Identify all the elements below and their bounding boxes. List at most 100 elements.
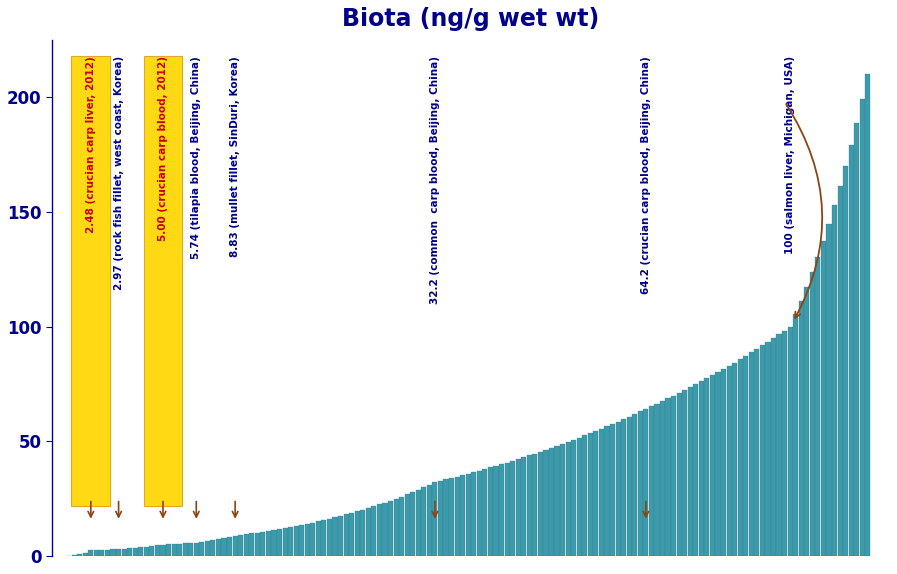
Bar [188, 543, 193, 556]
Bar [516, 459, 521, 556]
Bar [321, 520, 327, 556]
Bar [615, 421, 621, 556]
Bar [361, 510, 365, 556]
Bar [859, 99, 865, 556]
Bar [643, 409, 649, 556]
Bar [133, 548, 138, 556]
Bar [216, 539, 221, 556]
Bar [577, 437, 582, 556]
Bar [599, 429, 604, 556]
Bar [777, 334, 781, 556]
Bar [721, 369, 726, 556]
Bar [77, 554, 83, 556]
Bar [532, 453, 537, 556]
Bar [371, 506, 377, 556]
Bar [627, 417, 631, 556]
Bar [100, 550, 104, 556]
Bar [183, 544, 187, 556]
Bar [666, 398, 671, 556]
Bar [821, 241, 826, 556]
Bar [744, 356, 748, 556]
Bar [649, 406, 654, 556]
Bar [638, 412, 643, 556]
Bar [427, 485, 432, 556]
Bar [621, 419, 626, 556]
Bar [854, 123, 859, 556]
Bar [716, 372, 720, 556]
Bar [394, 499, 398, 556]
Bar [788, 327, 793, 556]
Bar [549, 448, 554, 556]
Bar [410, 492, 415, 556]
Bar [782, 331, 788, 556]
Bar [699, 381, 704, 556]
Text: 5.74 (tilapia blood, Beijing, China): 5.74 (tilapia blood, Beijing, China) [191, 56, 201, 259]
Bar [422, 487, 426, 556]
Bar [676, 393, 682, 556]
Bar [377, 505, 382, 556]
Bar [277, 529, 282, 556]
Bar [810, 273, 814, 556]
Bar [488, 467, 493, 556]
Bar [798, 301, 804, 556]
Bar [122, 549, 126, 556]
Bar [72, 56, 110, 506]
Bar [582, 436, 588, 556]
Bar [105, 550, 110, 556]
Title: Biota (ng/g wet wt): Biota (ng/g wet wt) [343, 7, 600, 31]
Bar [138, 547, 144, 556]
Text: 8.83 (mullet fillet, SinDuri, Korea): 8.83 (mullet fillet, SinDuri, Korea) [231, 56, 240, 257]
Bar [399, 497, 405, 556]
Bar [432, 482, 438, 556]
Bar [338, 516, 344, 556]
Bar [765, 342, 771, 556]
Bar [415, 490, 421, 556]
Bar [655, 404, 659, 556]
Bar [266, 531, 271, 556]
Bar [72, 555, 77, 556]
Bar [194, 543, 199, 556]
Bar [521, 457, 527, 556]
Bar [354, 511, 360, 556]
Bar [749, 352, 753, 556]
Text: 2.48 (crucian carp liver, 2012): 2.48 (crucian carp liver, 2012) [86, 56, 96, 232]
Bar [83, 553, 88, 556]
Bar [866, 74, 870, 556]
Bar [110, 549, 116, 556]
Bar [544, 450, 548, 556]
Bar [443, 479, 448, 556]
Bar [305, 523, 309, 556]
Bar [382, 503, 388, 556]
Bar [149, 546, 154, 556]
Bar [460, 475, 466, 556]
Bar [293, 526, 299, 556]
Bar [732, 363, 737, 556]
Bar [144, 546, 149, 556]
Bar [632, 414, 637, 556]
Text: 2.97 (rock fish fillet, west coast, Korea): 2.97 (rock fish fillet, west coast, Kore… [114, 56, 124, 290]
Bar [327, 519, 332, 556]
Bar [255, 533, 260, 556]
Bar [288, 527, 293, 556]
Bar [388, 501, 393, 556]
Bar [94, 550, 99, 556]
Bar [493, 466, 499, 556]
Bar [566, 442, 570, 556]
Bar [155, 545, 160, 556]
Bar [455, 476, 459, 556]
Bar [704, 378, 710, 556]
Bar [211, 540, 215, 556]
Bar [560, 444, 565, 556]
Bar [499, 464, 504, 556]
Text: 5.00 (crucian carp blood, 2012): 5.00 (crucian carp blood, 2012) [158, 56, 168, 241]
Bar [310, 522, 316, 556]
Bar [832, 205, 837, 556]
Bar [815, 257, 821, 556]
Bar [283, 528, 288, 556]
Bar [737, 359, 743, 556]
Bar [588, 433, 593, 556]
Bar [483, 469, 487, 556]
Bar [688, 387, 692, 556]
Bar [671, 395, 676, 556]
Bar [199, 542, 205, 556]
